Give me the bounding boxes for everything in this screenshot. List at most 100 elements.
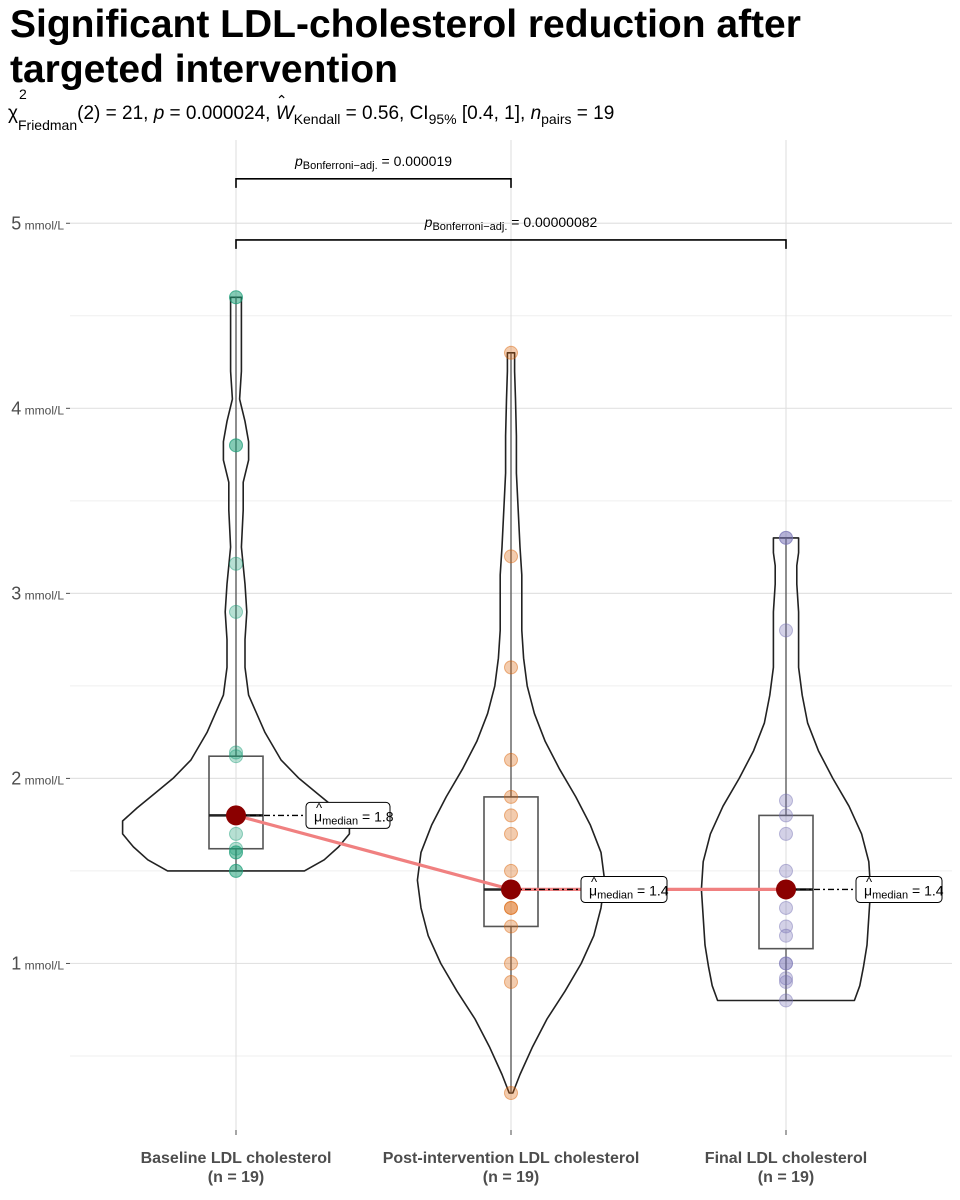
median-label-hat: ^ — [591, 874, 598, 889]
grid-lines — [70, 140, 952, 1130]
x-tick-label: Post-intervention LDL cholesterol — [383, 1150, 640, 1167]
data-point — [779, 956, 793, 971]
chi-letter: χ — [8, 103, 18, 124]
data-point — [229, 863, 243, 878]
n-subscript: pairs — [541, 110, 572, 127]
x-tick-label: Baseline LDL cholesterol — [141, 1150, 332, 1167]
x-tick-n-label: (n = 19) — [208, 1169, 264, 1186]
ci-text: [0.4, 1], — [456, 103, 531, 124]
data-point — [504, 956, 518, 971]
median-label-text: μmedian = 1.4 — [589, 882, 669, 901]
y-tick-label: 3 mmol/L — [11, 583, 64, 603]
n-symbol: n — [530, 103, 542, 124]
data-point — [779, 974, 793, 989]
data-point — [229, 438, 243, 453]
data-point — [504, 863, 518, 878]
median-point-0 — [226, 805, 246, 826]
data-point — [779, 623, 793, 638]
median-label-text: μmedian = 1.4 — [864, 882, 944, 901]
data-point — [504, 549, 518, 564]
data-point — [229, 556, 243, 571]
data-point — [504, 974, 518, 989]
comparison-bracket-0: pBonferroni−adj. = 0.000019 — [235, 153, 512, 188]
y-tick-label: 2 mmol/L — [11, 768, 64, 788]
x-tick-label: Final LDL cholesterol — [705, 1150, 867, 1167]
median-point-2 — [776, 879, 796, 900]
median-label-0: ^μmedian = 1.8 — [305, 800, 394, 829]
data-point — [229, 841, 243, 856]
box-iqr — [483, 796, 539, 928]
median-label-2: ^μmedian = 1.4 — [855, 874, 944, 903]
violin-1 — [416, 352, 606, 1094]
data-point — [504, 900, 518, 915]
data-point — [779, 863, 793, 878]
data-point — [779, 826, 793, 841]
data-point — [779, 900, 793, 915]
y-tick-label: 4 mmol/L — [11, 398, 64, 418]
data-point — [229, 845, 243, 860]
data-point — [229, 438, 243, 453]
bracket-label: pBonferroni−adj. = 0.000019 — [294, 153, 452, 172]
df-text: (2) = 21, — [77, 103, 154, 124]
n-text: = 19 — [571, 103, 615, 124]
median-label-1: ^μmedian = 1.4 — [580, 874, 669, 903]
chart-subtitle: χ 2 Friedman(2) = 21, p = 0.000024, ⌃ WKend… — [8, 87, 948, 133]
data-point — [779, 793, 793, 808]
w-letter: W — [275, 103, 294, 124]
data-point — [229, 749, 243, 764]
data-point — [779, 928, 793, 943]
ci-subscript: 95% — [428, 110, 457, 127]
x-tick-n-label: (n = 19) — [758, 1169, 814, 1186]
violin-2 — [700, 537, 872, 1002]
median-label-box — [305, 801, 391, 829]
p-symbol: p — [153, 103, 165, 124]
data-point — [229, 290, 243, 305]
data-point — [504, 660, 518, 675]
data-point — [779, 971, 793, 986]
data-point — [504, 1085, 518, 1100]
data-point — [779, 530, 793, 545]
data-point — [229, 826, 243, 841]
median-point-1 — [501, 879, 521, 900]
data-point — [504, 789, 518, 804]
data-point — [229, 863, 243, 878]
chi-subscript: Friedman — [17, 116, 78, 133]
data-point — [229, 745, 243, 760]
median-label-text: μmedian = 1.8 — [314, 808, 394, 827]
x-tick-n-label: (n = 19) — [483, 1169, 539, 1186]
median-label-box — [855, 875, 943, 903]
median-label-hat: ^ — [866, 874, 873, 889]
bracket-label: pBonferroni−adj. = 0.00000082 — [424, 214, 598, 233]
p-text: = 0.000024, — [164, 103, 276, 124]
data-point — [504, 826, 518, 841]
data-point — [504, 900, 518, 915]
w-subscript: Kendall — [293, 110, 341, 127]
comparison-bracket-1: pBonferroni−adj. = 0.00000082 — [235, 214, 787, 249]
bracket-line — [235, 178, 512, 188]
bracket-line — [235, 239, 787, 249]
data-point — [504, 919, 518, 934]
median-label-box — [580, 875, 668, 903]
data-point — [229, 290, 243, 305]
w-hat: ⌃ — [275, 92, 288, 108]
data-point — [504, 345, 518, 360]
box-iqr — [208, 755, 264, 850]
data-point — [779, 956, 793, 971]
y-tick-label: 5 mmol/L — [11, 213, 64, 233]
median-label-hat: ^ — [316, 800, 323, 815]
data-point — [779, 919, 793, 934]
violin-0 — [121, 296, 351, 872]
data-point — [504, 752, 518, 767]
data-point — [779, 530, 793, 545]
data-point — [229, 604, 243, 619]
data-point — [504, 808, 518, 823]
y-tick-label: 1 mmol/L — [11, 953, 64, 973]
data-point — [229, 845, 243, 860]
box-iqr — [758, 814, 814, 950]
w-symbol: ⌃ W — [275, 92, 294, 132]
chart-title: Significant LDL-cholesterol reduction af… — [10, 3, 801, 91]
data-point — [779, 993, 793, 1008]
w-text: = 0.56, CI — [340, 103, 429, 124]
data-point — [779, 808, 793, 823]
